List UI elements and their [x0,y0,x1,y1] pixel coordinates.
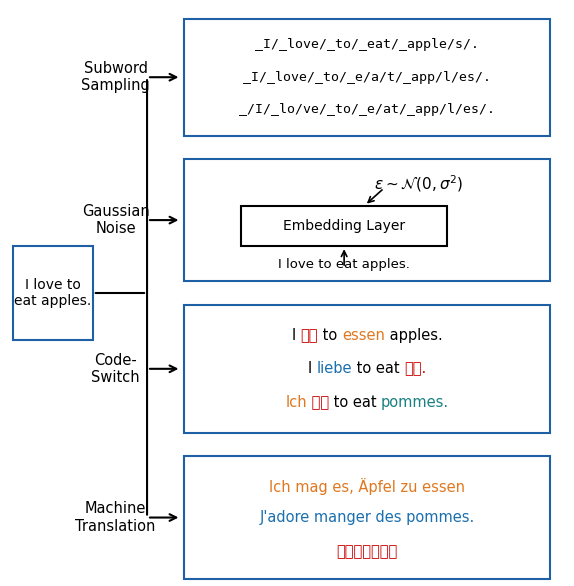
FancyBboxPatch shape [13,246,93,340]
Text: _/I/_lo/ve/_to/_e/at/_app/l/es/.: _/I/_lo/ve/_to/_e/at/_app/l/es/. [239,103,495,117]
Text: to eat: to eat [329,395,381,410]
Text: I love to
eat apples.: I love to eat apples. [14,278,91,308]
Text: pommes.: pommes. [381,395,449,410]
Text: Gaussian
Noise: Gaussian Noise [82,204,149,236]
FancyBboxPatch shape [184,159,550,281]
FancyBboxPatch shape [184,305,550,433]
Text: Embedding Layer: Embedding Layer [283,219,405,233]
Text: J'adore manger des pommes.: J'adore manger des pommes. [259,510,475,525]
FancyBboxPatch shape [184,19,550,135]
Text: essen: essen [342,328,385,343]
Text: 喜欢: 喜欢 [301,328,318,343]
Text: $\epsilon \sim \mathcal{N}(0, \sigma^2)$: $\epsilon \sim \mathcal{N}(0, \sigma^2)$ [374,173,463,194]
Text: to: to [318,328,342,343]
FancyBboxPatch shape [241,206,447,246]
Text: 我喜欢吃苹果。: 我喜欢吃苹果。 [336,544,398,559]
Text: _I/_love/_to/_eat/_apple/s/.: _I/_love/_to/_eat/_apple/s/. [255,38,479,51]
Text: _I/_love/_to/_e/a/t/_app/l/es/.: _I/_love/_to/_e/a/t/_app/l/es/. [243,71,491,84]
Text: liebe: liebe [317,362,352,376]
Text: Machine
Translation: Machine Translation [75,502,156,534]
Text: 喜欢: 喜欢 [307,395,329,410]
Text: I love to eat apples.: I love to eat apples. [278,258,410,271]
Text: Ich: Ich [285,395,307,410]
FancyBboxPatch shape [184,456,550,579]
Text: I: I [308,362,317,376]
Text: to eat: to eat [352,362,404,376]
Text: Code-
Switch: Code- Switch [91,353,140,385]
Text: Ich mag es, Äpfel zu essen: Ich mag es, Äpfel zu essen [269,478,465,495]
Text: 苹果.: 苹果. [404,362,426,376]
Text: apples.: apples. [385,328,443,343]
Text: I: I [292,328,301,343]
Text: Subword
Sampling: Subword Sampling [82,61,150,93]
